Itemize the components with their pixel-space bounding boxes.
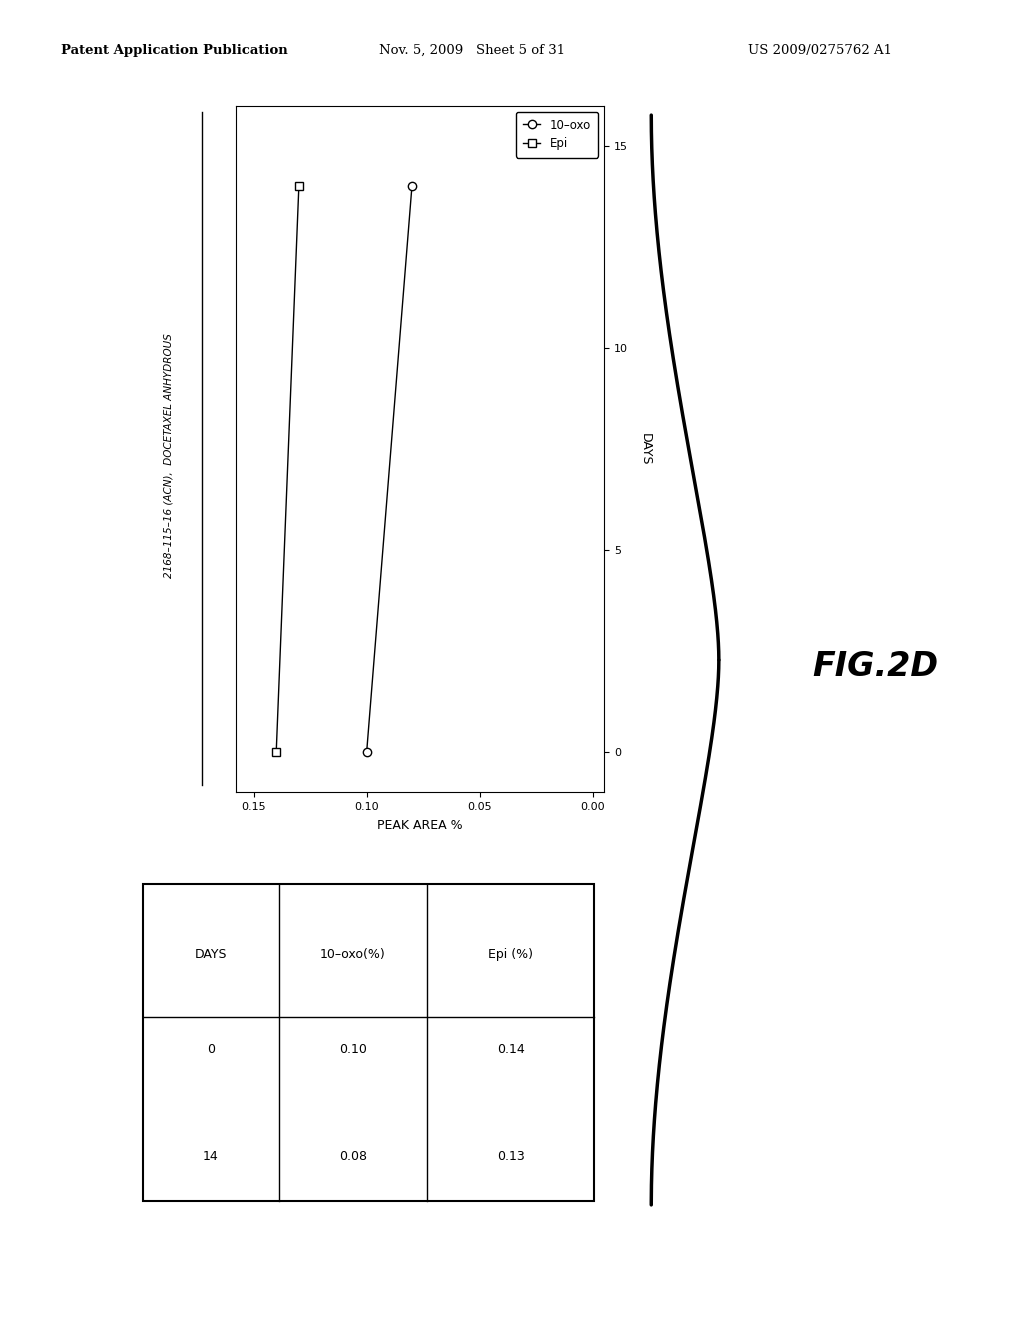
- Text: 14: 14: [203, 1150, 219, 1163]
- Text: FIG.2D: FIG.2D: [812, 651, 939, 684]
- Y-axis label: DAYS: DAYS: [639, 433, 652, 465]
- Text: 2168–115–16 (ACN),  DOCETAXEL ANHYDROUS: 2168–115–16 (ACN), DOCETAXEL ANHYDROUS: [164, 333, 174, 578]
- Text: 0.14: 0.14: [497, 1043, 524, 1056]
- Text: DAYS: DAYS: [195, 948, 227, 961]
- Text: 0: 0: [207, 1043, 215, 1056]
- Text: 0.08: 0.08: [339, 1150, 367, 1163]
- Text: Patent Application Publication: Patent Application Publication: [61, 44, 288, 57]
- X-axis label: PEAK AREA %: PEAK AREA %: [377, 818, 463, 832]
- Text: 10–oxo(%): 10–oxo(%): [319, 948, 386, 961]
- Text: Epi (%): Epi (%): [488, 948, 534, 961]
- Text: Nov. 5, 2009   Sheet 5 of 31: Nov. 5, 2009 Sheet 5 of 31: [379, 44, 565, 57]
- Legend: 10–oxo, Epi: 10–oxo, Epi: [516, 111, 598, 157]
- Text: 0.13: 0.13: [497, 1150, 524, 1163]
- Text: US 2009/0275762 A1: US 2009/0275762 A1: [748, 44, 892, 57]
- Text: 0.10: 0.10: [339, 1043, 367, 1056]
